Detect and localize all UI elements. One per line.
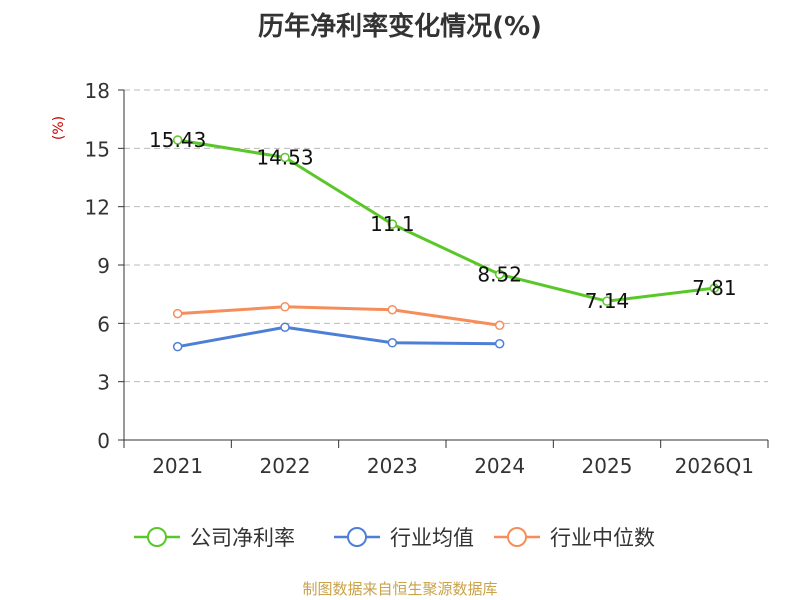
- y-tick-label: 9: [97, 254, 110, 278]
- data-point: [172, 308, 183, 319]
- legend-label: 行业均值: [390, 526, 474, 550]
- data-label: 7.14: [585, 289, 630, 313]
- data-point: [280, 302, 290, 312]
- series-line-1: [177, 138, 715, 303]
- legend-marker: [347, 527, 367, 547]
- x-tick-label: 2026Q1: [675, 454, 754, 478]
- data-point: [172, 135, 183, 145]
- legend-item: 公司净利率: [134, 526, 295, 550]
- data-point: [387, 338, 398, 348]
- x-axis-ticks: 2021 2022 2023 2024 2025 2026Q1: [123, 440, 769, 478]
- chart-title: 历年净利率变化情况(%): [258, 12, 542, 42]
- series-lines: [172, 135, 720, 352]
- data-point: [387, 219, 398, 229]
- x-tick-label: 2021: [152, 454, 203, 478]
- y-tick-label: 18: [85, 79, 110, 103]
- data-point: [602, 296, 612, 306]
- data-point: [494, 320, 505, 331]
- legend-marker: [147, 527, 167, 547]
- y-tick-label: 15: [85, 137, 110, 161]
- y-tick-label: 6: [97, 312, 110, 336]
- data-labels: 15.43 14.53 11.1 8.52 7.14 7.81: [149, 128, 737, 313]
- y-tick-label: 0: [97, 429, 110, 453]
- data-point: [280, 322, 290, 332]
- legend-label: 行业中位数: [550, 526, 655, 550]
- data-label: 8.52: [477, 262, 522, 286]
- legend-item: 行业均值: [334, 526, 474, 550]
- y-axis-label: (%): [51, 116, 67, 140]
- gridlines: [124, 89, 768, 383]
- source-note: 制图数据来自恒生聚源数据库: [302, 580, 498, 598]
- legend-marker: [507, 527, 527, 547]
- x-tick-label: 2022: [260, 454, 311, 478]
- data-label: 7.81: [692, 276, 737, 300]
- y-axis-ticks: 0 3 6 9 12 15 18: [85, 79, 124, 453]
- legend-item: 行业中位数: [494, 526, 655, 550]
- data-point: [172, 341, 183, 352]
- y-tick-label: 12: [85, 196, 110, 220]
- data-label: 15.43: [149, 128, 206, 152]
- legend: 公司净利率 行业均值 行业中位数: [134, 526, 655, 550]
- data-point: [494, 339, 505, 349]
- legend-label: 公司净利率: [190, 526, 295, 550]
- x-tick-label: 2023: [367, 454, 418, 478]
- data-label: 14.53: [256, 145, 313, 169]
- series-line-3: [177, 305, 500, 327]
- data-label: 11.1: [370, 212, 415, 236]
- series-line-2: [177, 325, 500, 349]
- data-point: [387, 304, 398, 315]
- data-point: [709, 283, 720, 293]
- y-tick-label: 3: [97, 371, 110, 395]
- data-point: [494, 269, 505, 280]
- data-point: [280, 152, 290, 163]
- x-tick-label: 2025: [582, 454, 633, 478]
- x-tick-label: 2024: [474, 454, 525, 478]
